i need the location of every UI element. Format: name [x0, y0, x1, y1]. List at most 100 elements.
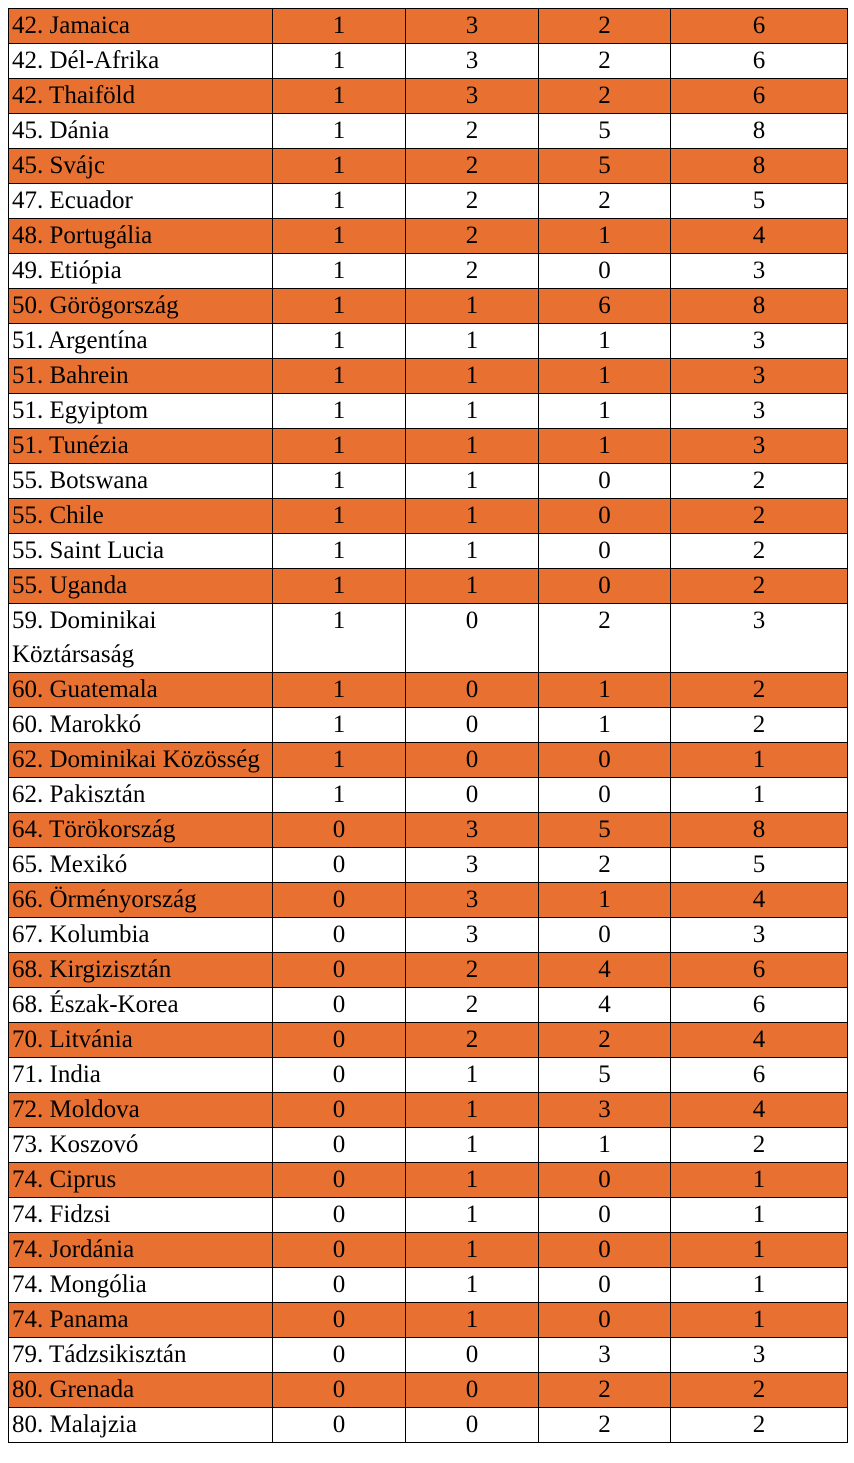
silver-cell: 2 [405, 183, 539, 219]
bronze-cell: 6 [538, 288, 671, 324]
gold-cell: 0 [272, 882, 406, 918]
bronze-cell: 2 [538, 847, 671, 883]
gold-cell: 1 [272, 463, 406, 499]
silver-cell: 1 [405, 323, 539, 359]
total-cell: 3 [670, 1337, 848, 1373]
bronze-cell: 0 [538, 1267, 671, 1303]
country-cell: 80. Malajzia [8, 1407, 273, 1443]
silver-cell: 0 [405, 672, 539, 708]
medal-table-body: 42. Jamaica 1 3 2 6 42. Dél-Afrika 1 3 2… [8, 8, 848, 1443]
bronze-cell: 2 [538, 8, 671, 44]
gold-cell: 1 [272, 777, 406, 813]
bronze-cell: 2 [538, 78, 671, 114]
country-cell: 51. Tunézia [8, 428, 273, 464]
total-cell: 6 [670, 8, 848, 44]
silver-cell: 2 [405, 253, 539, 289]
country-cell: 74. Fidzsi [8, 1197, 273, 1233]
country-cell: 55. Saint Lucia [8, 533, 273, 569]
country-cell: 62. Pakisztán [8, 777, 273, 813]
total-cell: 6 [670, 43, 848, 79]
medal-table: 42. Jamaica 1 3 2 6 42. Dél-Afrika 1 3 2… [8, 8, 848, 1443]
silver-cell: 1 [405, 1127, 539, 1163]
bronze-cell: 2 [538, 1407, 671, 1443]
silver-cell: 1 [405, 428, 539, 464]
gold-cell: 0 [272, 1197, 406, 1233]
table-row: 73. Koszovó 0 1 1 2 [8, 1127, 848, 1163]
total-cell: 2 [670, 533, 848, 569]
country-cell: 50. Görögország [8, 288, 273, 324]
gold-cell: 0 [272, 1372, 406, 1408]
gold-cell: 0 [272, 1022, 406, 1058]
gold-cell: 0 [272, 1267, 406, 1303]
country-cell: 45. Dánia [8, 113, 273, 149]
table-row: 74. Jordánia 0 1 0 1 [8, 1232, 848, 1268]
bronze-cell: 0 [538, 742, 671, 778]
table-row: 60. Marokkó 1 0 1 2 [8, 707, 848, 743]
total-cell: 8 [670, 288, 848, 324]
bronze-cell: 0 [538, 498, 671, 534]
gold-cell: 1 [272, 428, 406, 464]
total-cell: 3 [670, 393, 848, 429]
bronze-cell: 0 [538, 568, 671, 604]
gold-cell: 0 [272, 1057, 406, 1093]
gold-cell: 1 [272, 78, 406, 114]
table-row: 55. Uganda 1 1 0 2 [8, 568, 848, 604]
bronze-cell: 0 [538, 1232, 671, 1268]
table-row: 51. Bahrein 1 1 1 3 [8, 358, 848, 394]
bronze-cell: 1 [538, 672, 671, 708]
gold-cell: 1 [272, 8, 406, 44]
country-cell: 42. Dél-Afrika [8, 43, 273, 79]
gold-cell: 1 [272, 253, 406, 289]
bronze-cell: 3 [538, 1337, 671, 1373]
bronze-cell: 0 [538, 917, 671, 953]
country-cell: 51. Argentína [8, 323, 273, 359]
gold-cell: 0 [272, 987, 406, 1023]
silver-cell: 0 [405, 1372, 539, 1408]
table-row: 55. Chile 1 1 0 2 [8, 498, 848, 534]
total-cell: 6 [670, 952, 848, 988]
gold-cell: 0 [272, 1127, 406, 1163]
gold-cell: 1 [272, 323, 406, 359]
bronze-cell: 5 [538, 1057, 671, 1093]
total-cell: 3 [670, 323, 848, 359]
country-cell: 45. Svájc [8, 148, 273, 184]
total-cell: 4 [670, 882, 848, 918]
gold-cell: 0 [272, 847, 406, 883]
country-cell: 49. Etiópia [8, 253, 273, 289]
country-cell: 74. Mongólia [8, 1267, 273, 1303]
gold-cell: 1 [272, 707, 406, 743]
country-cell: 64. Törökország [8, 812, 273, 848]
gold-cell: 0 [272, 1407, 406, 1443]
bronze-cell: 2 [538, 183, 671, 219]
bronze-cell: 1 [538, 1127, 671, 1163]
country-cell: 55. Uganda [8, 568, 273, 604]
total-cell: 4 [670, 218, 848, 254]
table-row: 47. Ecuador 1 2 2 5 [8, 183, 848, 219]
gold-cell: 1 [272, 183, 406, 219]
table-row: 72. Moldova 0 1 3 4 [8, 1092, 848, 1128]
silver-cell: 1 [405, 1162, 539, 1198]
table-row: 62. Dominikai Közösség 1 0 0 1 [8, 742, 848, 778]
silver-cell: 0 [405, 1337, 539, 1373]
country-cell: 55. Chile [8, 498, 273, 534]
country-cell: 73. Koszovó [8, 1127, 273, 1163]
table-row: 67. Kolumbia 0 3 0 3 [8, 917, 848, 953]
silver-cell: 1 [405, 533, 539, 569]
table-row: 59. Dominikai Köztársaság 1 0 2 3 [8, 603, 848, 673]
total-cell: 2 [670, 1127, 848, 1163]
table-row: 42. Thaiföld 1 3 2 6 [8, 78, 848, 114]
bronze-cell: 0 [538, 533, 671, 569]
bronze-cell: 0 [538, 1162, 671, 1198]
table-row: 79. Tádzsikisztán 0 0 3 3 [8, 1337, 848, 1373]
country-cell: 60. Guatemala [8, 672, 273, 708]
gold-cell: 1 [272, 568, 406, 604]
total-cell: 3 [670, 253, 848, 289]
gold-cell: 1 [272, 148, 406, 184]
silver-cell: 0 [405, 707, 539, 743]
bronze-cell: 5 [538, 148, 671, 184]
total-cell: 2 [670, 498, 848, 534]
country-cell: 70. Litvánia [8, 1022, 273, 1058]
silver-cell: 1 [405, 1267, 539, 1303]
table-row: 64. Törökország 0 3 5 8 [8, 812, 848, 848]
table-row: 74. Ciprus 0 1 0 1 [8, 1162, 848, 1198]
